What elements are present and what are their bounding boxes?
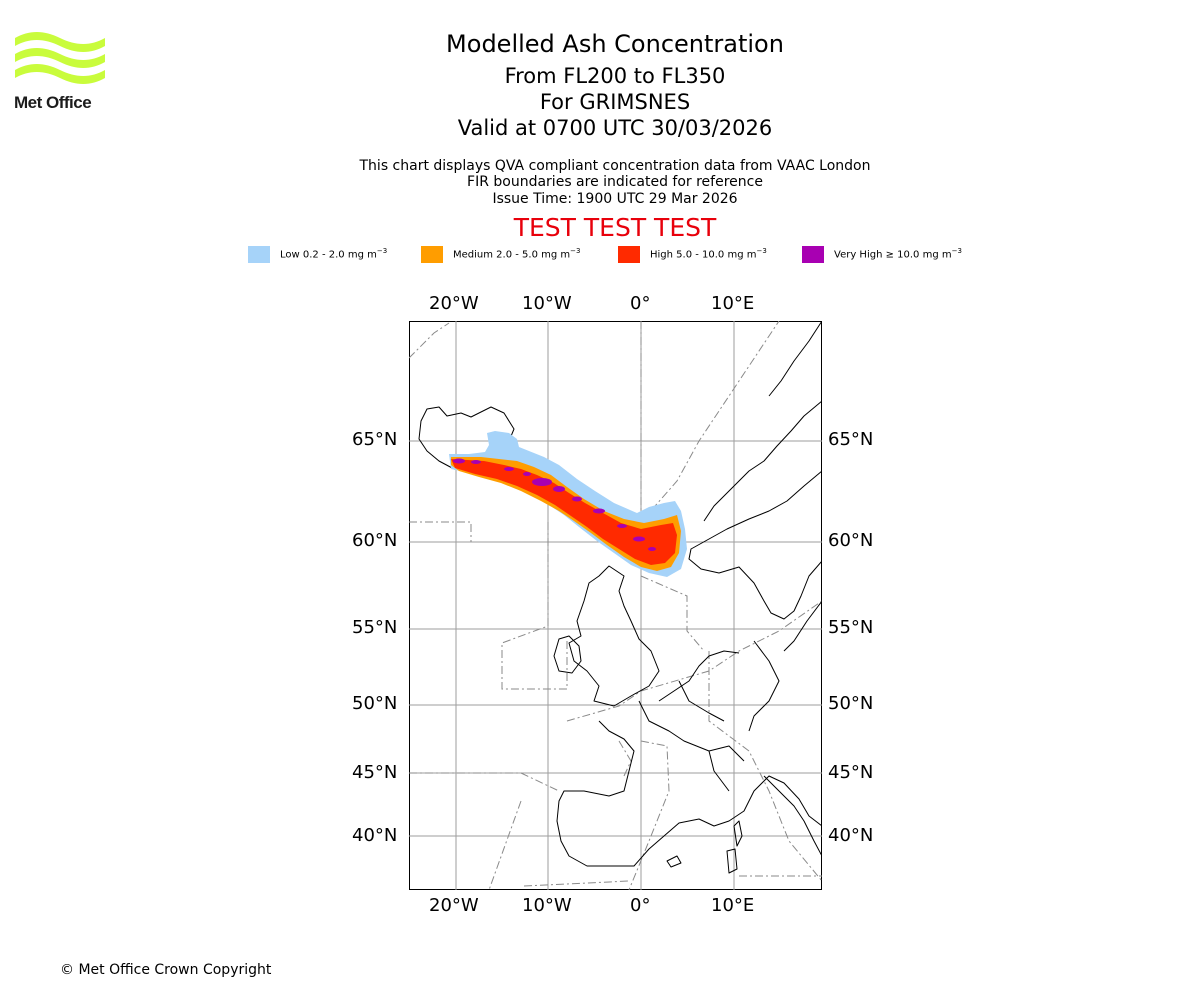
lat-label-right-40n: 40°N — [828, 825, 874, 846]
lon-label-top-0: 0° — [630, 293, 651, 314]
met-office-logo: Met Office — [14, 30, 109, 112]
chart-title: Modelled Ash Concentration — [446, 30, 784, 58]
lat-label-left-45n: 45°N — [352, 762, 398, 783]
lon-label-top-10w: 10°W — [522, 293, 572, 314]
fir-boundaries — [409, 321, 822, 890]
copyright-notice: © Met Office Crown Copyright — [60, 962, 272, 978]
lat-label-left-65n: 65°N — [352, 429, 398, 450]
lat-label-right-45n: 45°N — [828, 762, 874, 783]
ash-plume — [449, 431, 687, 577]
ash-concentration-map — [409, 321, 822, 890]
lat-label-left-60n: 60°N — [352, 530, 398, 551]
met-office-logo-text: Met Office — [14, 93, 92, 112]
legend-swatch-very-high — [802, 245, 824, 263]
lat-label-left-50n: 50°N — [352, 693, 398, 714]
ash-layer-very-high — [453, 458, 656, 551]
lat-label-left-40n: 40°N — [352, 825, 398, 846]
ash-layer-high — [451, 459, 677, 565]
lon-label-bottom-20w: 20°W — [429, 895, 479, 916]
legend-label-very-high: Very High ≥ 10.0 mg m−3 — [834, 247, 962, 261]
legend-item-very-high: Very High ≥ 10.0 mg m−3 — [802, 245, 962, 263]
issue-time: Issue Time: 1900 UTC 29 Mar 2026 — [492, 191, 738, 207]
coastlines — [418, 321, 822, 874]
lon-label-top-10e: 10°E — [711, 293, 755, 314]
fir-boundary-note: FIR boundaries are indicated for referen… — [467, 174, 763, 190]
legend-swatch-low — [248, 245, 270, 263]
flight-level-range: From FL200 to FL350 — [504, 64, 726, 88]
lat-label-right-55n: 55°N — [828, 617, 874, 638]
legend-label-low: Low 0.2 - 2.0 mg m−3 — [280, 247, 388, 261]
valid-time: Valid at 0700 UTC 30/03/2026 — [457, 116, 773, 140]
lon-label-top-20w: 20°W — [429, 293, 479, 314]
lat-label-left-55n: 55°N — [352, 617, 398, 638]
legend-swatch-high — [618, 245, 640, 263]
met-office-wave-icon — [15, 32, 105, 84]
lon-label-bottom-10w: 10°W — [522, 895, 572, 916]
legend-item-medium: Medium 2.0 - 5.0 mg m−3 — [421, 245, 580, 263]
volcano-name: For GRIMSNES — [539, 90, 691, 114]
lat-label-right-65n: 65°N — [828, 429, 874, 450]
lon-label-bottom-10e: 10°E — [711, 895, 755, 916]
legend-label-medium: Medium 2.0 - 5.0 mg m−3 — [453, 247, 581, 261]
test-banner: TEST TEST TEST — [513, 213, 717, 242]
lon-label-bottom-0: 0° — [630, 895, 651, 916]
legend-item-high: High 5.0 - 10.0 mg m−3 — [618, 245, 767, 263]
lat-label-right-60n: 60°N — [828, 530, 874, 551]
legend-swatch-medium — [421, 245, 443, 263]
lat-label-right-50n: 50°N — [828, 693, 874, 714]
legend-label-high: High 5.0 - 10.0 mg m−3 — [650, 247, 767, 261]
legend-item-low: Low 0.2 - 2.0 mg m−3 — [248, 245, 387, 263]
qva-compliance-note: This chart displays QVA compliant concen… — [359, 158, 871, 174]
